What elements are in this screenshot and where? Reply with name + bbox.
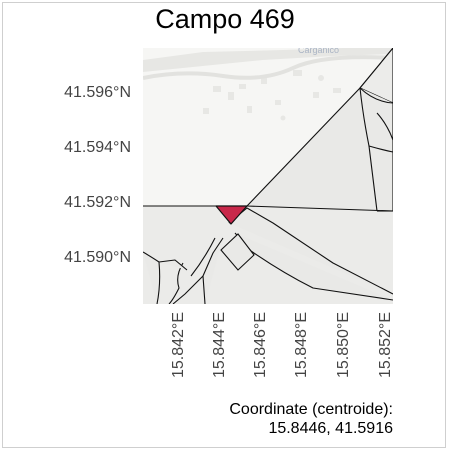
figure-frame [2, 2, 446, 448]
lon-tick-0: 15.842°E [170, 312, 187, 379]
lat-tick-3: 41.590°N [64, 249, 131, 266]
lat-tick-0: 41.596°N [64, 84, 131, 101]
centroid-caption: Coordinate (centroide): 15.8446, 41.5916 [229, 400, 393, 438]
basemap-features [143, 48, 393, 121]
centroid-value: 15.8446, 41.5916 [268, 420, 393, 437]
parcel-inner [172, 275, 204, 304]
basemap-roads [143, 55, 393, 80]
lat-tick-2: 41.592°N [64, 194, 131, 211]
map-title: Campo 469 [155, 4, 295, 34]
lon-tick-3: 15.848°E [293, 312, 310, 379]
lon-tick-1: 15.844°E [211, 312, 228, 379]
lon-tick-2: 15.846°E [252, 312, 269, 379]
highlighted-field-469[interactable] [215, 205, 248, 225]
lon-tick-5: 15.852°E [377, 312, 394, 379]
map-canvas[interactable]: Carganico [143, 48, 393, 304]
parcels [143, 48, 393, 304]
lat-tick-1: 41.594°N [64, 139, 131, 156]
lon-tick-4: 15.850°E [335, 312, 352, 379]
basemap-placename: Carganico [298, 48, 339, 55]
parcel-square [220, 233, 255, 271]
centroid-label: Coordinate (centroide): [229, 401, 393, 418]
